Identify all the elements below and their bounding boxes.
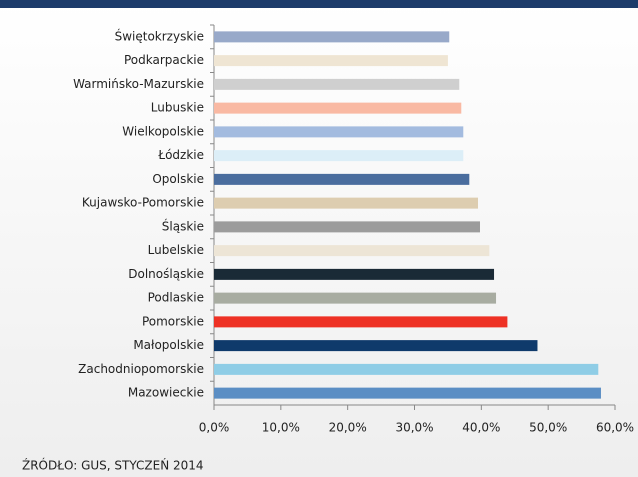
bar [214, 102, 462, 114]
bar [214, 197, 478, 209]
y-tick-label: Śląskie [162, 218, 204, 233]
y-tick-label: Dolnośląskie [128, 267, 204, 281]
bar [214, 292, 497, 304]
bar [214, 340, 538, 352]
x-tick-label: 50,0% [529, 421, 567, 435]
y-tick-label: Podlaskie [148, 291, 204, 305]
y-tick-label: Zachodniopomorskie [78, 362, 204, 376]
header-strip [0, 0, 638, 8]
x-tick-label: 10,0% [262, 421, 300, 435]
y-tick-label: Małopolskie [133, 338, 204, 352]
bar [214, 221, 480, 233]
source: ŹRÓDŁO: GUS, STYCZEŃ 2014 [22, 458, 204, 473]
y-tick-label: Podkarpackie [124, 53, 204, 67]
bar [214, 245, 490, 257]
y-tick-label: Łódzkie [157, 148, 204, 162]
x-tick-label: 20,0% [329, 421, 367, 435]
bar [214, 55, 448, 67]
y-tick-label: Warmińsko-Mazurskie [73, 77, 204, 91]
y-tick-label: Pomorskie [142, 314, 204, 328]
bar [214, 78, 460, 90]
y-tick-label: Świętokrzyskie [115, 28, 204, 43]
x-tick-label: 30,0% [395, 421, 433, 435]
x-tick-label: 40,0% [462, 421, 500, 435]
bar [214, 363, 599, 375]
y-tick-label: Lubelskie [148, 243, 204, 257]
y-tick-label: Mazowieckie [128, 386, 204, 400]
bar [214, 126, 464, 138]
y-tick-label: Lubuskie [151, 101, 204, 115]
bar [214, 31, 450, 43]
bar [214, 316, 508, 328]
bar [214, 268, 495, 280]
y-tick-label: Kujawsko-Pomorskie [82, 196, 204, 210]
x-tick-label: 0,0% [199, 421, 230, 435]
x-tick-label: 60,0% [596, 421, 634, 435]
bar [214, 150, 464, 162]
y-tick-label: Wielkopolskie [122, 124, 204, 138]
bar [214, 173, 470, 185]
bar [214, 387, 601, 399]
y-tick-label: Opolskie [152, 172, 204, 186]
